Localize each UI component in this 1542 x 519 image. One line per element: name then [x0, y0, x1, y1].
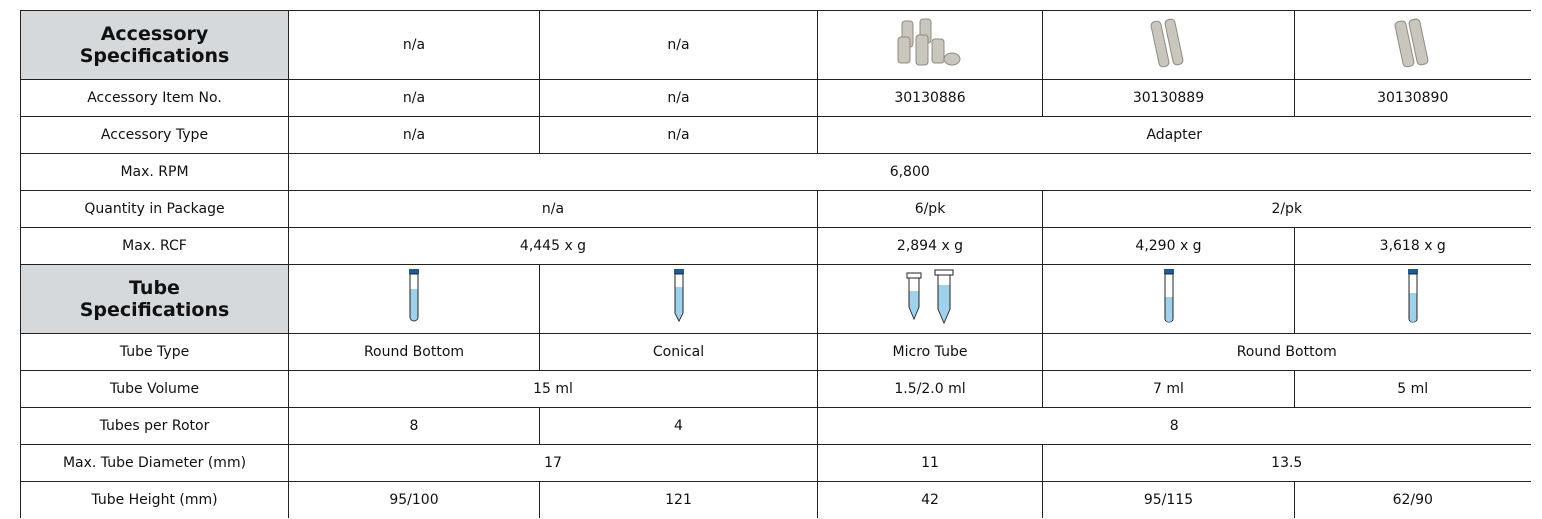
row-label: Tubes per Rotor	[20, 407, 289, 445]
adapter-icon	[897, 18, 961, 66]
section-title-text: Tube Specifications	[79, 277, 230, 321]
row-label: Accessory Item No.	[20, 79, 289, 117]
cell: 1.5/2.0 ml	[817, 370, 1043, 408]
cell: Round Bottom	[288, 333, 540, 371]
cell: 5 ml	[1294, 370, 1531, 408]
tube-icon	[1407, 269, 1418, 323]
cell: Micro Tube	[817, 333, 1043, 371]
row-label: Max. Tube Diameter (mm)	[20, 444, 289, 482]
adapter-icon	[1394, 18, 1429, 68]
cell: n/a	[288, 79, 540, 117]
cell: 13.5	[1042, 444, 1531, 482]
row-label: Tube Type	[20, 333, 289, 371]
cell: 15 ml	[288, 370, 818, 408]
cell: 2,894 x g	[817, 227, 1043, 265]
section-title-text: Accessory Specifications	[79, 23, 230, 67]
cell: 8	[817, 407, 1531, 445]
row-label: Accessory Type	[20, 116, 289, 154]
cell: 42	[817, 481, 1043, 518]
cell: Adapter	[817, 116, 1531, 154]
cell: 11	[817, 444, 1043, 482]
cell: 95/115	[1042, 481, 1295, 518]
cell: 4,445 x g	[288, 227, 818, 265]
cell: 4,290 x g	[1042, 227, 1295, 265]
cell: n/a	[539, 116, 818, 154]
tube-image	[1042, 264, 1295, 334]
cell: 121	[539, 481, 818, 518]
spec-table: Accessory Specifications n/a n/a Accesso…	[20, 10, 1531, 518]
tube-image	[1294, 264, 1531, 334]
row: Tubes per Rotor 8 4 8	[20, 407, 1531, 445]
section-title: Accessory Specifications	[20, 10, 289, 80]
tube-image	[539, 264, 818, 334]
tube-icon	[1163, 269, 1174, 323]
cell: n/a	[288, 116, 540, 154]
row: Accessory Item No. n/a n/a 30130886 3013…	[20, 79, 1531, 117]
row: Tube Type Round Bottom Conical Micro Tub…	[20, 333, 1531, 371]
row-label: Tube Volume	[20, 370, 289, 408]
adapter-image	[1042, 10, 1295, 80]
tube-icon	[673, 269, 684, 323]
cell: n/a	[539, 79, 818, 117]
tube-image	[817, 264, 1043, 334]
tube-image	[288, 264, 540, 334]
row: Accessory Type n/a n/a Adapter	[20, 116, 1531, 154]
section-title: Tube Specifications	[20, 264, 289, 334]
tube-icon	[409, 269, 419, 322]
cell: 30130889	[1042, 79, 1295, 117]
cell: 30130886	[817, 79, 1043, 117]
row: Max. RPM 6,800	[20, 153, 1531, 191]
cell: Conical	[539, 333, 818, 371]
tube-header-row: Tube Specifications	[20, 264, 1531, 334]
cell: n/a	[288, 10, 540, 80]
row: Max. RCF 4,445 x g 2,894 x g 4,290 x g 3…	[20, 227, 1531, 265]
cell: 6/pk	[817, 190, 1043, 228]
cell: n/a	[539, 10, 818, 80]
tube-icon	[906, 269, 954, 325]
adapter-image	[817, 10, 1043, 80]
cell: 4	[539, 407, 818, 445]
row: Max. Tube Diameter (mm) 17 11 13.5	[20, 444, 1531, 482]
adapter-image	[1294, 10, 1531, 80]
cell: 3,618 x g	[1294, 227, 1531, 265]
cell: 8	[288, 407, 540, 445]
row: Quantity in Package n/a 6/pk 2/pk	[20, 190, 1531, 228]
row: Tube Volume 15 ml 1.5/2.0 ml 7 ml 5 ml	[20, 370, 1531, 408]
cell: 7 ml	[1042, 370, 1295, 408]
row-label: Max. RPM	[20, 153, 289, 191]
adapter-icon	[1150, 18, 1183, 68]
cell: 95/100	[288, 481, 540, 518]
cell: 17	[288, 444, 818, 482]
row: Tube Height (mm) 95/100 121 42 95/115 62…	[20, 481, 1531, 518]
row-label: Quantity in Package	[20, 190, 289, 228]
cell: Round Bottom	[1042, 333, 1531, 371]
cell: 62/90	[1294, 481, 1531, 518]
row-label: Tube Height (mm)	[20, 481, 289, 518]
cell: 6,800	[288, 153, 1531, 191]
cell: 2/pk	[1042, 190, 1531, 228]
row-label: Max. RCF	[20, 227, 289, 265]
cell: n/a	[288, 190, 818, 228]
cell: 30130890	[1294, 79, 1531, 117]
accessory-header-row: Accessory Specifications n/a n/a	[20, 10, 1531, 80]
